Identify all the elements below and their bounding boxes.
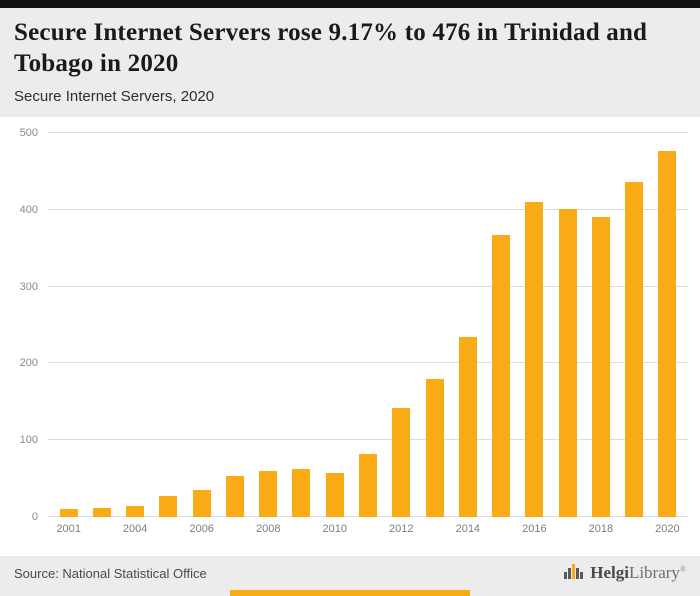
chart-header: Secure Internet Servers rose 9.17% to 47… <box>0 8 700 117</box>
gridline-500 <box>48 132 688 133</box>
top-accent-bar <box>0 0 700 8</box>
bar-column-2005 <box>152 133 185 517</box>
bar-column-2018 <box>584 133 617 517</box>
bar-column-2006 <box>185 133 218 517</box>
bar-2002 <box>92 507 111 517</box>
registered-mark: ® <box>679 564 686 574</box>
bar-column-2008 <box>252 133 285 517</box>
footer: Source: National Statistical Office Helg… <box>0 556 700 590</box>
chart-subtitle: Secure Internet Servers, 2020 <box>14 88 215 105</box>
bar-column-2004 <box>119 133 152 517</box>
bar-2012 <box>392 407 411 517</box>
bar-column-2020 <box>651 133 684 517</box>
x-tick-label-2005 <box>152 523 185 535</box>
bar-column-2011 <box>351 133 384 517</box>
y-tick-label-0: 0 <box>31 511 38 523</box>
bar-column-2014 <box>451 133 484 517</box>
bar-2001 <box>59 508 78 517</box>
x-tick-label-2007 <box>218 523 251 535</box>
y-tick-label-400: 400 <box>19 203 38 216</box>
x-tick-label-2017 <box>551 523 584 535</box>
x-tick-label-2008: 2008 <box>255 523 281 535</box>
brand-name-bold: Helgi <box>590 563 629 582</box>
bar-2014 <box>458 337 477 517</box>
brand-name: HelgiLibrary® <box>590 563 686 583</box>
bar-column-2015 <box>484 133 517 517</box>
brand-name-light: Library <box>628 563 680 582</box>
bar-column-2016 <box>518 133 551 517</box>
y-tick-label-200: 200 <box>19 357 38 370</box>
bar-2006 <box>192 490 211 517</box>
bar-column-2001 <box>52 133 85 517</box>
gridline-400 <box>48 208 688 210</box>
x-tick-label-2015 <box>484 523 517 535</box>
bar-2020 <box>658 151 677 517</box>
helgi-logo-icon <box>564 563 584 584</box>
x-tick-label-2004: 2004 <box>122 523 148 535</box>
bar-column-2012 <box>385 133 418 517</box>
x-tick-label-2019 <box>618 523 651 535</box>
bar-column-2007 <box>218 133 251 517</box>
bar-column-2013 <box>418 133 451 517</box>
x-axis: 2001 2004 2006 2008 2010 2012 2014 2016 2018 2020 <box>48 523 688 535</box>
bar-2013 <box>425 378 444 517</box>
x-tick-label-2012: 2012 <box>389 523 414 535</box>
bar-column-2009 <box>285 133 318 517</box>
bar-2017 <box>558 209 577 517</box>
x-tick-label-2018: 2018 <box>588 523 614 535</box>
bar-2016 <box>525 202 544 517</box>
bar-2011 <box>359 454 378 517</box>
bar-column-2010 <box>318 133 351 517</box>
gridline-100 <box>48 439 688 441</box>
y-tick-label-300: 300 <box>19 280 38 293</box>
bar-2007 <box>225 475 244 517</box>
bar-column-2002 <box>85 133 118 517</box>
y-tick-label-500: 500 <box>19 127 38 139</box>
bar-2015 <box>492 235 511 517</box>
x-tick-label-2009 <box>285 523 318 535</box>
x-tick-label-2006: 2006 <box>189 523 214 535</box>
bar-2009 <box>292 469 311 517</box>
x-tick-label-2010: 2010 <box>322 523 347 535</box>
x-tick-label-2014: 2014 <box>455 523 481 535</box>
bottom-accent-bar <box>230 590 470 596</box>
gridline-300 <box>48 285 688 287</box>
source-label: Source: National Statistical Office <box>14 565 207 581</box>
x-tick-label-2002 <box>85 523 118 535</box>
plot-area: 0 100 200 300 400 500 <box>20 127 688 523</box>
bar-2005 <box>159 495 178 517</box>
y-tick-label-100: 100 <box>19 434 38 447</box>
bar-2018 <box>591 217 610 517</box>
bottom-strip <box>0 590 700 596</box>
bar-column-2019 <box>618 133 651 517</box>
bar-column-2017 <box>551 133 584 517</box>
bar-2019 <box>625 182 644 517</box>
x-tick-label-2016: 2016 <box>522 523 547 535</box>
x-tick-label-2001: 2001 <box>56 523 81 535</box>
x-tick-label-2020: 2020 <box>655 523 680 535</box>
x-tick-label-2011 <box>351 523 384 535</box>
bar-2004 <box>126 506 145 517</box>
bars-container <box>48 133 688 517</box>
bar-2010 <box>325 473 344 517</box>
bar-2008 <box>259 470 278 517</box>
page-title: Secure Internet Servers rose 9.17% to 47… <box>14 19 648 77</box>
chart-area: 0 100 200 300 400 500 2001 2004 2006 2008 2010 201… <box>0 117 700 556</box>
gridline-200 <box>48 362 688 364</box>
x-tick-label-2013 <box>418 523 451 535</box>
helgi-logo[interactable]: HelgiLibrary® <box>564 563 686 584</box>
